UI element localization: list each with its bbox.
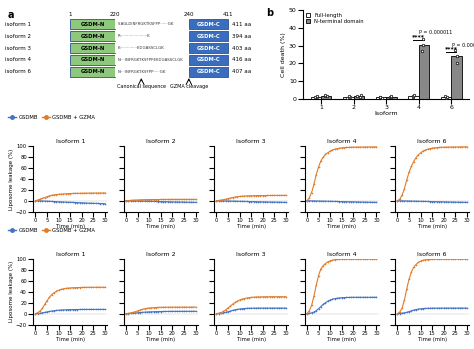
X-axis label: Time (min): Time (min)	[146, 337, 175, 342]
Bar	[70, 19, 115, 29]
X-axis label: Time (min): Time (min)	[237, 224, 266, 229]
Text: 240: 240	[183, 12, 194, 17]
Text: GSDM-N: GSDM-N	[81, 22, 105, 27]
Title: Isoform 6: Isoform 6	[418, 140, 447, 144]
X-axis label: Time (min): Time (min)	[146, 224, 175, 229]
Text: P = 0.000011: P = 0.000011	[419, 30, 453, 35]
Bar	[441, 97, 451, 99]
Text: Canonical sequence: Canonical sequence	[117, 84, 166, 89]
Bar	[70, 67, 115, 77]
X-axis label: Isoform: Isoform	[374, 111, 398, 117]
Bar	[70, 31, 115, 41]
Text: 403 aa: 403 aa	[232, 45, 251, 51]
Text: GSDM-C: GSDM-C	[197, 22, 220, 27]
Bar	[386, 97, 397, 99]
Bar	[189, 31, 228, 41]
Text: isoform 2: isoform 2	[5, 34, 31, 39]
X-axis label: Time (min): Time (min)	[237, 337, 266, 342]
Bar	[115, 43, 189, 53]
Bar	[115, 19, 189, 29]
Text: GZMA cleavage: GZMA cleavage	[170, 84, 208, 89]
Title: Isoform 2: Isoform 2	[146, 140, 175, 144]
Title: Isoform 4: Isoform 4	[327, 252, 356, 257]
Text: b: b	[266, 8, 273, 18]
Text: 220: 220	[110, 12, 120, 17]
Bar	[343, 97, 354, 99]
Text: SAGLD​INFR​GK​TK​SFPP······GK: SAGLD​INFR​GK​TK​SFPP······GK	[118, 22, 173, 26]
X-axis label: Time (min): Time (min)	[327, 337, 356, 342]
Text: GSDM-C: GSDM-C	[197, 34, 220, 39]
Text: GSDM-C: GSDM-C	[197, 58, 220, 62]
Bar	[354, 96, 364, 99]
Text: ****: ****	[445, 46, 458, 51]
Bar	[321, 96, 331, 99]
Bar	[189, 67, 228, 77]
Legend: GSDMB, GSDMB + GZMA: GSDMB, GSDMB + GZMA	[6, 113, 97, 122]
Text: isoform 1: isoform 1	[5, 22, 31, 27]
Legend: GSDMB, GSDMB + GZMA: GSDMB, GSDMB + GZMA	[6, 226, 97, 235]
Text: 411: 411	[222, 12, 233, 17]
Text: 394 aa: 394 aa	[232, 34, 251, 39]
Bar	[70, 55, 115, 65]
Bar	[115, 55, 189, 65]
Bar	[419, 45, 429, 99]
Bar	[310, 97, 321, 99]
X-axis label: Time (min): Time (min)	[56, 224, 85, 229]
Bar	[376, 97, 386, 99]
Bar	[189, 55, 228, 65]
X-axis label: Time (min): Time (min)	[418, 337, 447, 342]
Text: a: a	[7, 10, 14, 21]
Text: R······················K: R······················K	[118, 34, 150, 38]
Bar	[189, 19, 228, 29]
Text: N····INFRGKTKSFPP·····GK: N····INFRGKTKSFPP·····GK	[118, 70, 166, 74]
Text: isoform 4: isoform 4	[5, 58, 31, 62]
Text: GSDM-N: GSDM-N	[81, 45, 105, 51]
X-axis label: Time (min): Time (min)	[56, 337, 85, 342]
Text: 411 aa: 411 aa	[232, 22, 251, 27]
Y-axis label: Cell death (%): Cell death (%)	[281, 32, 286, 77]
Bar	[189, 43, 228, 53]
Bar	[115, 31, 189, 41]
Bar	[451, 57, 462, 99]
Text: N····INFRGKTKSFPPEKDGASSCLGK: N····INFRGKTKSFPPEKDGASSCLGK	[118, 58, 183, 62]
Bar	[115, 67, 189, 77]
Text: GSDM-N: GSDM-N	[81, 69, 105, 74]
X-axis label: Time (min): Time (min)	[418, 224, 447, 229]
Title: Isoform 3: Isoform 3	[237, 252, 266, 257]
Title: Isoform 1: Isoform 1	[55, 252, 85, 257]
Text: 1: 1	[68, 12, 72, 17]
Y-axis label: Liposome leakage (%): Liposome leakage (%)	[9, 261, 14, 322]
Text: isoform 3: isoform 3	[5, 45, 31, 51]
Text: 416 aa: 416 aa	[232, 58, 251, 62]
Text: isoform 6: isoform 6	[5, 69, 31, 74]
Title: Isoform 4: Isoform 4	[327, 140, 356, 144]
Text: K··············KDGASSCLGK: K··············KDGASSCLGK	[118, 46, 164, 50]
Title: Isoform 3: Isoform 3	[237, 140, 266, 144]
Bar	[408, 96, 419, 99]
Text: 407 aa: 407 aa	[232, 69, 251, 74]
Text: GSDM-N: GSDM-N	[81, 34, 105, 39]
Text: GSDM-C: GSDM-C	[197, 69, 220, 74]
Title: Isoform 2: Isoform 2	[146, 252, 175, 257]
Legend: Full-length, N-terminal domain: Full-length, N-terminal domain	[306, 13, 364, 24]
Text: GSDM-N: GSDM-N	[81, 58, 105, 62]
Y-axis label: Liposome leakage (%): Liposome leakage (%)	[9, 148, 14, 210]
Title: Isoform 6: Isoform 6	[418, 252, 447, 257]
X-axis label: Time (min): Time (min)	[327, 224, 356, 229]
Text: GSDM-C: GSDM-C	[197, 45, 220, 51]
Title: Isoform 1: Isoform 1	[55, 140, 85, 144]
Bar	[70, 43, 115, 53]
Text: ****: ****	[412, 34, 425, 39]
Text: P = 0.000018: P = 0.000018	[452, 43, 474, 47]
